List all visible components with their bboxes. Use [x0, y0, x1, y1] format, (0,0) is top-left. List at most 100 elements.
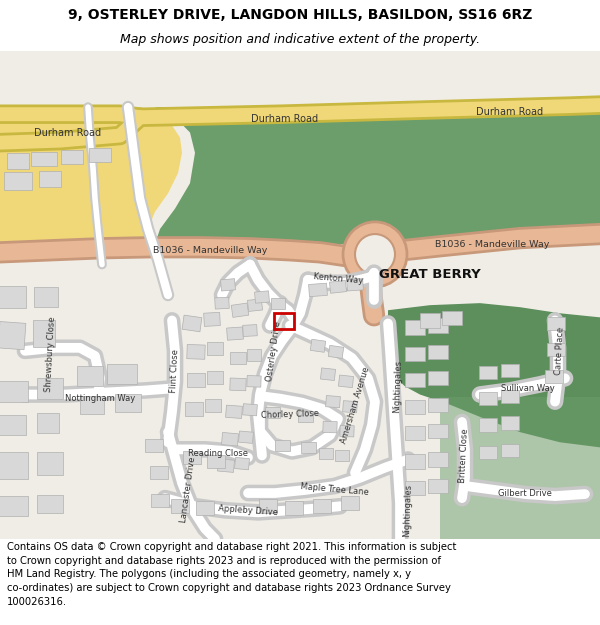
Polygon shape — [0, 107, 600, 244]
Bar — [428, 318, 448, 332]
Bar — [405, 481, 425, 495]
Bar — [271, 298, 285, 309]
Bar — [187, 373, 205, 388]
Bar — [479, 392, 497, 405]
Bar — [254, 291, 269, 303]
Bar — [227, 327, 244, 340]
Bar — [0, 321, 26, 350]
Bar — [335, 450, 349, 461]
Bar — [215, 297, 229, 309]
Bar — [501, 444, 519, 457]
Bar — [313, 499, 331, 513]
Bar — [39, 171, 61, 187]
Bar — [405, 454, 425, 469]
Text: GREAT BERRY: GREAT BERRY — [379, 268, 481, 281]
Bar — [33, 321, 55, 347]
Bar — [347, 279, 364, 291]
Text: Nightingales: Nightingales — [392, 360, 403, 413]
Bar — [0, 496, 28, 516]
Text: Map shows position and indicative extent of the property.: Map shows position and indicative extent… — [120, 34, 480, 46]
Bar — [221, 279, 235, 291]
Bar — [187, 344, 205, 359]
Bar — [205, 399, 221, 412]
Bar — [0, 381, 28, 402]
Bar — [308, 283, 328, 297]
Text: Durham Road: Durham Road — [34, 127, 101, 138]
Bar — [329, 281, 347, 293]
Text: Durham Road: Durham Road — [251, 114, 319, 124]
Bar — [37, 452, 63, 475]
Polygon shape — [0, 51, 600, 539]
Text: Chorley Close: Chorley Close — [261, 409, 319, 421]
Bar — [231, 303, 249, 318]
Text: Shrewsbury Close: Shrewsbury Close — [44, 316, 56, 392]
Bar — [218, 459, 235, 472]
Text: Britten Close: Britten Close — [458, 428, 470, 483]
Bar — [0, 415, 26, 435]
Text: Amersham Avenue: Amersham Avenue — [339, 365, 371, 444]
Bar — [37, 495, 63, 513]
Bar — [479, 446, 497, 459]
Bar — [235, 458, 250, 470]
Bar — [298, 411, 313, 422]
Bar — [4, 172, 32, 191]
Bar — [274, 313, 294, 329]
Bar — [150, 466, 168, 479]
Text: Contains OS data © Crown copyright and database right 2021. This information is : Contains OS data © Crown copyright and d… — [7, 542, 457, 607]
Text: Nottingham Way: Nottingham Way — [65, 394, 135, 403]
Bar — [239, 431, 253, 443]
Bar — [226, 405, 242, 419]
Bar — [501, 390, 519, 403]
Bar — [275, 440, 290, 451]
Bar — [31, 152, 57, 166]
Bar — [428, 452, 448, 467]
Bar — [77, 366, 103, 386]
Bar — [185, 402, 203, 416]
Bar — [207, 371, 223, 384]
Bar — [328, 346, 344, 358]
Bar — [428, 479, 448, 493]
Bar — [405, 426, 425, 440]
Bar — [183, 451, 201, 464]
Text: Osterley Drive: Osterley Drive — [265, 320, 283, 382]
Bar — [547, 343, 565, 356]
Bar — [501, 416, 519, 429]
Bar — [89, 148, 111, 162]
Polygon shape — [388, 303, 600, 448]
Bar — [61, 150, 83, 164]
Bar — [7, 152, 29, 169]
Bar — [420, 313, 440, 328]
Text: Flint Close: Flint Close — [169, 349, 181, 393]
Bar — [207, 455, 225, 468]
Bar — [479, 366, 497, 379]
Bar — [242, 404, 257, 416]
Polygon shape — [0, 112, 182, 242]
Bar — [151, 494, 169, 507]
Bar — [405, 373, 425, 388]
Text: Carte Place: Carte Place — [554, 327, 566, 375]
Bar — [319, 448, 333, 459]
Bar — [171, 499, 189, 513]
Bar — [243, 324, 257, 336]
Polygon shape — [440, 397, 600, 539]
Bar — [405, 347, 425, 361]
Bar — [428, 424, 448, 438]
Text: Sullivan Way: Sullivan Way — [501, 384, 555, 393]
Bar — [182, 315, 202, 332]
Bar — [207, 342, 223, 356]
Bar — [259, 499, 277, 513]
Bar — [196, 501, 214, 516]
Bar — [285, 501, 303, 516]
Text: Appleby Drive: Appleby Drive — [218, 504, 278, 517]
Bar — [301, 442, 316, 453]
Text: B1036 - Mandeville Way: B1036 - Mandeville Way — [153, 246, 267, 255]
Bar — [145, 439, 163, 452]
Text: B1036 - Mandeville Way: B1036 - Mandeville Way — [435, 240, 549, 249]
Bar — [343, 401, 358, 412]
Text: Reading Close: Reading Close — [188, 449, 248, 458]
Bar — [247, 376, 261, 387]
Text: Gilbert Drive: Gilbert Drive — [498, 489, 552, 498]
Text: Kenton Way: Kenton Way — [313, 272, 363, 286]
Text: Lancaster Drive: Lancaster Drive — [179, 456, 197, 524]
Text: 9, OSTERLEY DRIVE, LANGDON HILLS, BASILDON, SS16 6RZ: 9, OSTERLEY DRIVE, LANGDON HILLS, BASILD… — [68, 8, 532, 22]
